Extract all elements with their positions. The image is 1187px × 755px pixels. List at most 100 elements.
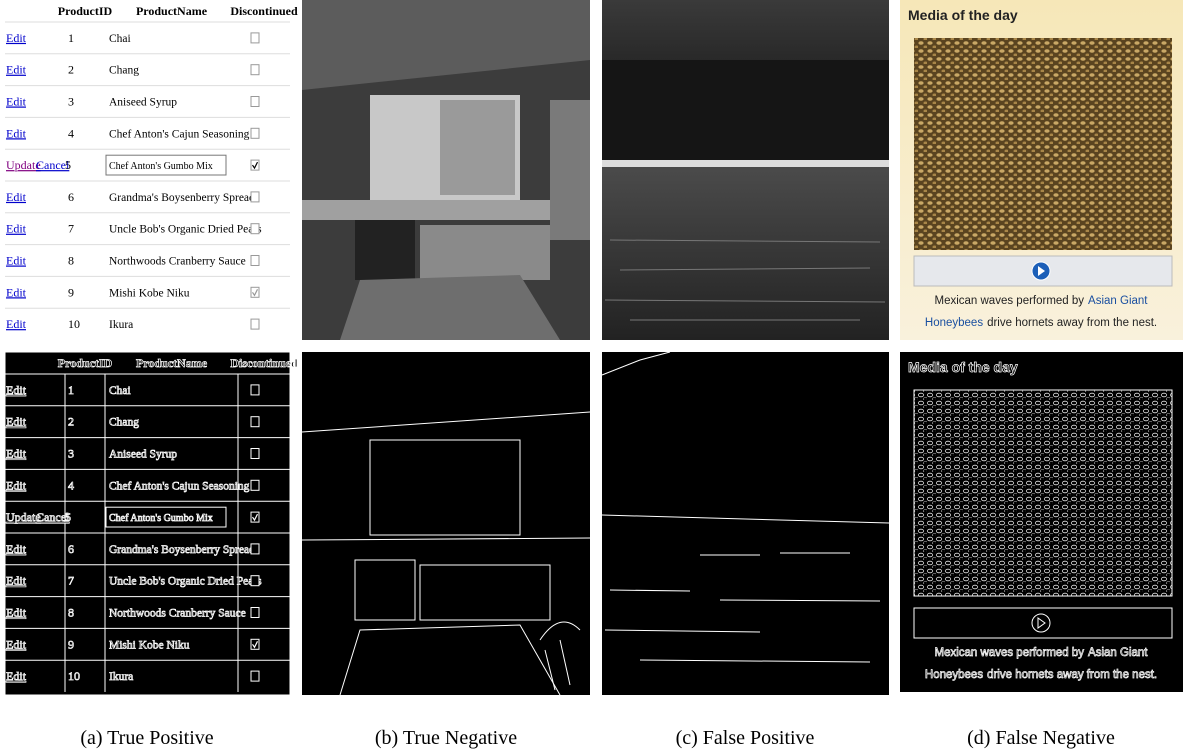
row-action[interactable]: Edit <box>6 317 27 331</box>
row-action[interactable]: Edit <box>6 222 27 236</box>
product-id: 3 <box>68 95 74 109</box>
row-action[interactable]: Edit <box>6 383 27 397</box>
caption-link[interactable]: Honeybees <box>925 669 983 681</box>
discontinued-checkbox <box>251 319 259 329</box>
caption-text: Mexican waves performed by <box>934 295 1084 307</box>
row-action[interactable]: Edit <box>6 637 27 651</box>
caption-link[interactable]: Honeybees <box>925 317 983 329</box>
table-edges: ProductID ProductName Discontinued Edit 1 Cha… <box>5 352 298 695</box>
product-name: Uncle Bob's Organic Dried Pears <box>109 224 262 236</box>
row-action[interactable]: Edit <box>6 285 27 299</box>
subfigure-caption: (b) True Negative <box>375 727 517 749</box>
product-name: Chang <box>109 417 139 429</box>
product-id: 8 <box>68 254 74 268</box>
product-name: Northwoods Cranberry Sauce <box>109 256 246 268</box>
column-header: Discontinued <box>230 356 298 370</box>
discontinued-checkbox <box>251 639 259 649</box>
row-action[interactable]: Edit <box>6 478 27 492</box>
product-name: Chai <box>109 33 131 45</box>
product-id: 10 <box>68 669 80 683</box>
product-id: 7 <box>68 574 74 588</box>
discontinued-checkbox <box>251 224 259 234</box>
discontinued-checkbox <box>251 512 259 522</box>
column-header: Discontinued <box>230 4 298 18</box>
discontinued-checkbox <box>251 97 259 107</box>
row-action[interactable]: Edit <box>6 254 27 268</box>
product-name: Chef Anton's Cajun Seasoning <box>109 480 250 492</box>
product-id: 4 <box>68 126 74 140</box>
lake-photo <box>602 0 889 340</box>
subfigure-caption: (a) True Positive <box>80 727 213 749</box>
media-caption: Mexican waves performed byAsian Giant <box>934 647 1148 659</box>
row-action[interactable]: Edit <box>6 574 27 588</box>
media-caption: Mexican waves performed by Asian Giant <box>934 295 1148 307</box>
media-caption: Honeybees drive hornets away from the nes… <box>925 669 1157 681</box>
lake-edges <box>602 352 889 695</box>
row-action[interactable]: Edit <box>6 126 27 140</box>
product-id: 9 <box>68 637 74 651</box>
product-name: Chef Anton's Gumbo Mix <box>109 161 213 172</box>
product-name: Mishi Kobe Niku <box>109 287 190 299</box>
product-name: Chang <box>109 65 139 77</box>
product-name: Chai <box>109 385 131 397</box>
caption-link[interactable]: Asian Giant <box>1088 295 1148 307</box>
row-action[interactable]: Edit <box>6 63 27 77</box>
row-action[interactable]: Edit <box>6 542 27 556</box>
media-title: Media of the day <box>908 7 1018 23</box>
media-title: Media of the day <box>908 359 1018 375</box>
product-table: ProductIDProductNameDiscontinuedEdit1Cha… <box>5 4 298 331</box>
product-id: 9 <box>68 285 74 299</box>
product-name: Grandma's Boysenberry Spread <box>109 192 255 204</box>
column-header: ProductName <box>136 4 208 18</box>
product-name: Aniseed Syrup <box>109 97 177 109</box>
product-id: 6 <box>68 542 74 556</box>
product-id: 5 <box>65 510 71 524</box>
discontinued-checkbox <box>251 480 259 490</box>
product-name: Chef Anton's Cajun Seasoning <box>109 128 250 140</box>
row-action[interactable]: Edit <box>6 669 27 683</box>
discontinued-checkbox <box>251 160 259 170</box>
discontinued-checkbox <box>251 192 259 202</box>
product-name: Aniseed Syrup <box>109 449 177 461</box>
subfigure-caption: (c) False Positive <box>676 727 815 749</box>
row-action[interactable]: Edit <box>6 415 27 429</box>
column-header: ProductName <box>136 356 208 370</box>
row-action[interactable]: Edit <box>6 606 27 620</box>
discontinued-checkbox <box>251 671 259 681</box>
product-id: 2 <box>68 63 74 77</box>
discontinued-checkbox <box>251 287 259 297</box>
product-name: Ikura <box>109 319 133 331</box>
figure: ProductID ProductName Discontinued Edit 1 Cha… <box>0 0 1187 755</box>
product-id: 5 <box>65 158 71 172</box>
row-action[interactable]: Edit <box>6 95 27 109</box>
product-id: 7 <box>68 222 74 236</box>
product-id: 10 <box>68 317 80 331</box>
product-id: 3 <box>68 447 74 461</box>
product-id: 4 <box>68 478 74 492</box>
discontinued-checkbox <box>251 576 259 586</box>
discontinued-checkbox <box>251 33 259 43</box>
row-action[interactable]: Edit <box>6 31 27 45</box>
product-id: 1 <box>68 383 74 397</box>
row-action[interactable]: Edit <box>6 190 27 204</box>
caption-link[interactable]: Asian Giant <box>1088 647 1148 659</box>
discontinued-checkbox <box>251 608 259 618</box>
discontinued-checkbox <box>251 417 259 427</box>
product-id: 8 <box>68 606 74 620</box>
product-name: Ikura <box>109 671 133 683</box>
media-panel: Media of the day Mexican waves performed … <box>900 0 1183 340</box>
kitchen-edges <box>302 352 590 695</box>
product-name: Chef Anton's Gumbo Mix <box>109 513 213 524</box>
column-header: ProductID <box>58 356 113 370</box>
column-header: ProductID <box>58 4 113 18</box>
discontinued-checkbox <box>251 385 259 395</box>
product-name: Uncle Bob's Organic Dried Pears <box>109 576 262 588</box>
caption-text: drive hornets away from the nest. <box>987 317 1157 329</box>
product-name: Northwoods Cranberry Sauce <box>109 608 246 620</box>
discontinued-checkbox <box>251 65 259 75</box>
discontinued-checkbox <box>251 544 259 554</box>
row-action[interactable]: Edit <box>6 447 27 461</box>
product-id: 6 <box>68 190 74 204</box>
caption-text: drive hornets away from the nest. <box>987 669 1157 681</box>
discontinued-checkbox <box>251 128 259 138</box>
